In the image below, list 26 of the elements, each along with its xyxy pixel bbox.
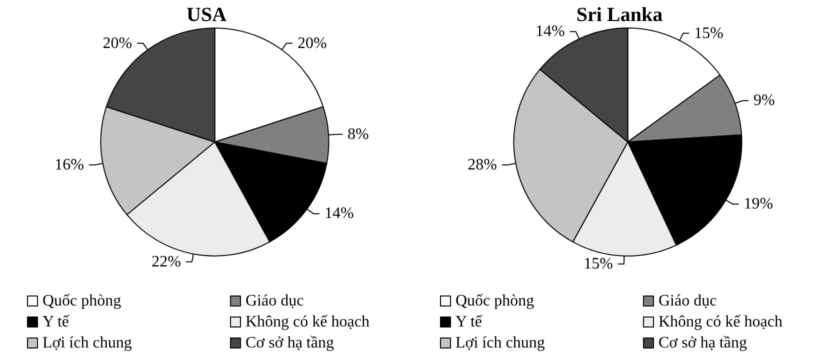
legend-label: Lợi ích chung	[456, 334, 545, 352]
data-label: 20%	[102, 34, 132, 52]
legend-label: Cơ sở hạ tầng	[658, 334, 747, 352]
data-label: 14%	[324, 205, 354, 222]
data-label: 9%	[754, 92, 775, 110]
chart-title: USA	[186, 4, 228, 26]
data-label: 22%	[152, 253, 181, 270]
legend-label: Không có kế hoạch	[658, 314, 782, 330]
legend-label: Lợi ích chung	[42, 334, 132, 352]
data-label: 28%	[468, 156, 497, 174]
data-label: 8%	[348, 126, 369, 143]
legend-label: Cơ sở hạ tầng	[246, 334, 334, 352]
data-label: 20%	[297, 34, 327, 52]
legend-label: Quốc phòng	[456, 292, 534, 310]
chart-title: Sri Lanka	[576, 4, 663, 26]
data-label: 19%	[744, 196, 774, 213]
data-label: 16%	[54, 156, 84, 174]
legend-label: Giáo dục	[246, 292, 304, 310]
data-label: 15%	[584, 255, 613, 272]
legend-label: Quốc phòng	[42, 292, 122, 310]
legend-label: Không có kế hoạch	[246, 314, 370, 330]
data-label: 14%	[535, 23, 565, 40]
data-label: 15%	[694, 24, 724, 42]
legend-label: Y tế	[456, 314, 483, 330]
legend-label: Y tế	[42, 314, 70, 330]
legend-label: Giáo dục	[658, 292, 717, 310]
